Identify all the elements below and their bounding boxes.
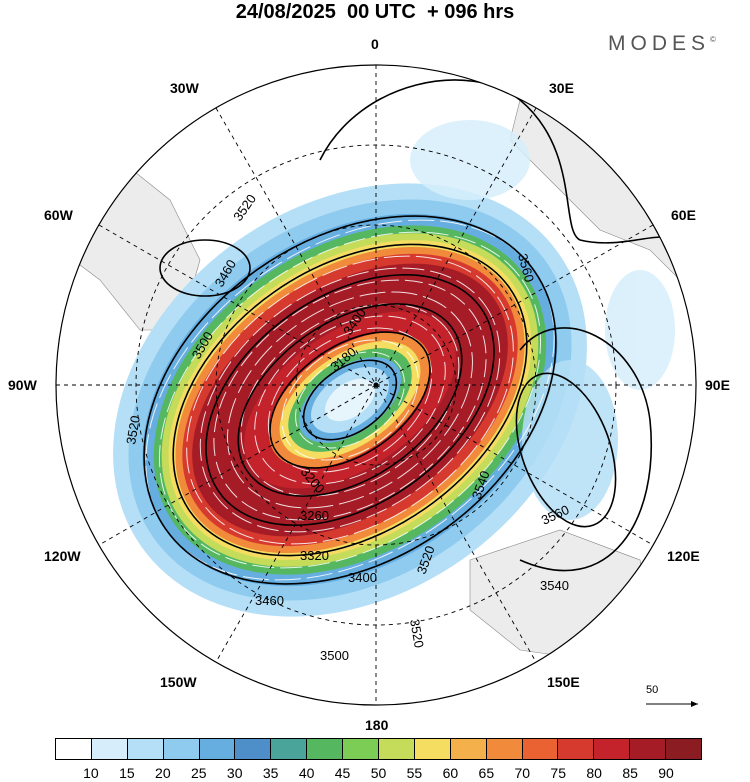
colorbar-tick-label: 85	[622, 765, 638, 781]
contour-label: 3500	[320, 648, 349, 663]
colorbar-swatch	[379, 739, 415, 759]
height-contours	[143, 79, 671, 585]
colorbar-swatch	[307, 739, 344, 759]
colorbar-tick-label: 55	[406, 765, 423, 781]
colorbar-tick-label: 25	[190, 765, 207, 781]
lon-label-120w: 120W	[44, 548, 81, 564]
vector-reference	[646, 701, 698, 707]
contour-label: 3460	[255, 593, 284, 608]
colorbar-tick-label: 40	[298, 765, 315, 781]
colorbar-swatch	[199, 739, 236, 759]
contour-label: 3400	[348, 570, 377, 585]
colorbar-swatch	[486, 739, 523, 759]
contour-label: 3260	[300, 508, 329, 523]
colorbar-tick-label: 45	[334, 765, 351, 781]
colorbar-swatch	[163, 739, 200, 759]
colorbar-swatch	[450, 739, 487, 759]
lon-label-120e: 120E	[667, 548, 700, 564]
lon-label-90w: 90W	[8, 377, 37, 393]
lon-label-150e: 150E	[547, 674, 580, 690]
streamline	[295, 351, 405, 449]
lon-label-30e: 30E	[549, 80, 574, 96]
streamline	[213, 279, 487, 521]
lon-label-180: 180	[365, 717, 389, 733]
polar-wind-map: 3520 3460 3400 3500 3520 3560 3180 3200 …	[55, 64, 698, 707]
colorbar-swatch	[91, 739, 128, 759]
colorbar-swatch	[414, 739, 451, 759]
lon-label-60w: 60W	[44, 207, 73, 223]
colorbar-tick-label: 10	[83, 765, 99, 781]
colorbar-tick-label: 90	[658, 765, 674, 781]
streamline	[281, 339, 419, 461]
colorbar-swatch	[630, 739, 667, 759]
colorbar-swatch	[271, 739, 308, 759]
colorbar-tick-label: 30	[226, 765, 243, 781]
brand-logo: MODES©	[608, 32, 716, 56]
lon-label-60e: 60E	[671, 207, 696, 223]
colorbar-tick-label: 65	[478, 765, 495, 781]
colorbar-swatch	[343, 739, 380, 759]
colorbar-tick-label: 15	[119, 765, 135, 781]
contour-west-low	[159, 239, 251, 297]
lon-label-150w: 150W	[160, 674, 197, 690]
contour-label: 3560	[515, 252, 537, 284]
contour-high-east	[515, 372, 617, 528]
contour-label: 3520	[123, 414, 143, 445]
colorbar-tick-label: 35	[262, 765, 279, 781]
brand-name: MODES	[608, 32, 711, 55]
vector-reference-label: 50	[646, 684, 659, 696]
streamline	[227, 291, 473, 509]
colorbar-tick-label: 50	[370, 765, 387, 781]
lon-label-0: 0	[371, 36, 379, 52]
colorbar-swatch	[235, 739, 272, 759]
colorbar-tick-label: 20	[155, 765, 171, 781]
colorbar-tick-label: 75	[550, 765, 567, 781]
contour-label: 3520	[407, 618, 427, 649]
contour-label: 3540	[540, 578, 569, 593]
copyright-mark: ©	[710, 35, 716, 44]
streamline	[199, 267, 501, 533]
colorbar-tick-label: 80	[586, 765, 602, 781]
colorbar-swatch	[522, 739, 559, 759]
map-boundary	[55, 64, 697, 706]
contour-3520-north	[319, 79, 671, 244]
colorbar-swatch	[558, 739, 595, 759]
colorbar-tick-label: 60	[442, 765, 459, 781]
streamline	[186, 255, 514, 545]
contour-3540-east	[519, 327, 652, 572]
map-title: 24/08/2025 00 UTC + 096 hrs	[235, 1, 515, 23]
contour-label: 3320	[300, 548, 329, 563]
streamline	[158, 231, 542, 569]
colorbar-swatch	[666, 739, 702, 759]
colorbar-swatch	[56, 739, 92, 759]
colorbar-swatch	[594, 739, 631, 759]
colorbar-tick-label: 70	[514, 765, 531, 781]
lon-label-90e: 90E	[705, 377, 730, 393]
colorbar-swatch	[127, 739, 164, 759]
pole-marker	[373, 382, 379, 388]
lon-label-30w: 30W	[170, 80, 199, 96]
colorbar	[55, 738, 702, 760]
